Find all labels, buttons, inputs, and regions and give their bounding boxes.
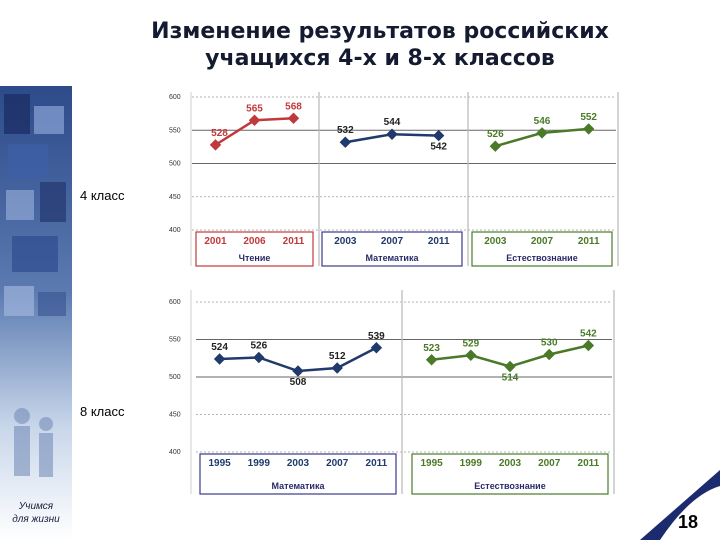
g4-panel-frame xyxy=(195,231,314,267)
g4-data-label: 532 xyxy=(337,125,354,136)
g8-data-point xyxy=(504,360,516,373)
g4-data-label: 552 xyxy=(580,112,597,123)
g8-year-label: 1999 xyxy=(460,458,483,469)
g8-data-point xyxy=(465,349,477,361)
g8-data-label: 512 xyxy=(329,351,346,362)
grade4-label: 4 класс xyxy=(80,188,125,203)
motto-line-2: для жизни xyxy=(12,514,60,525)
g4-panel-name: Чтение xyxy=(239,253,271,263)
g8-year-label: 1995 xyxy=(420,458,443,469)
g8-year-label: 2007 xyxy=(326,458,349,469)
g8-year-label: 1999 xyxy=(248,458,271,469)
g4-panel-name: Естествознание xyxy=(506,253,577,263)
slide-title: Изменение результатов российских учащихс… xyxy=(40,18,720,72)
g4-data-point xyxy=(386,128,398,140)
g8-data-label: 542 xyxy=(580,329,597,340)
g8-data-point xyxy=(292,365,304,377)
g4-data-point xyxy=(209,139,222,151)
g4-year-label: 2007 xyxy=(381,236,404,247)
g4-year-label: 2001 xyxy=(204,236,227,247)
g4-year-label: 2011 xyxy=(578,236,600,247)
g4-year-label: 2003 xyxy=(484,236,507,247)
g8-data-label: 530 xyxy=(541,338,558,349)
g8-y-tick-label: 600 xyxy=(169,299,181,306)
g4-data-point xyxy=(339,136,352,148)
g4-data-label: 565 xyxy=(246,103,263,114)
g4-y-tick-label: 500 xyxy=(169,161,181,168)
sidebar-collage-image xyxy=(0,86,72,540)
g8-year-label: 2011 xyxy=(366,458,388,469)
g8-year-label: 2003 xyxy=(499,458,522,469)
page-number: 18 xyxy=(678,512,699,532)
g4-data-label: 526 xyxy=(487,129,504,140)
g8-data-point xyxy=(425,354,438,366)
g4-data-point xyxy=(582,123,595,135)
g8-data-label: 514 xyxy=(502,373,519,384)
g8-data-label: 523 xyxy=(423,343,440,354)
grade4-chart: 600 550 500 450 400 2001 2006 2011 Чтение 528 565 5… xyxy=(169,92,619,267)
g8-y-tick-label: 400 xyxy=(169,449,181,456)
grade8-label: 8 класс xyxy=(80,404,125,419)
g4-data-label: 546 xyxy=(534,116,551,127)
g4-data-label: 542 xyxy=(430,142,447,153)
g8-data-label: 539 xyxy=(368,331,385,342)
g8-data-point xyxy=(331,362,343,374)
g4-year-label: 2011 xyxy=(283,236,305,247)
g4-data-point xyxy=(287,112,300,124)
g8-y-tick-label: 450 xyxy=(169,412,181,419)
g8-data-point xyxy=(543,348,555,361)
g8-data-label: 526 xyxy=(250,341,267,352)
g8-year-label: 2007 xyxy=(538,458,561,469)
g4-year-label: 2003 xyxy=(334,236,357,247)
g8-data-point xyxy=(213,353,226,365)
title-line-2: учащихся 4-х и 8-х классов xyxy=(205,46,555,71)
g8-data-label: 524 xyxy=(211,342,228,353)
g8-panel-name: Естествознание xyxy=(474,481,545,491)
g4-year-label: 2006 xyxy=(243,236,266,247)
g8-data-point xyxy=(370,342,383,354)
g4-year-label: 2011 xyxy=(428,236,450,247)
g4-data-label: 528 xyxy=(211,128,228,139)
g8-panel-name: Математика xyxy=(272,481,326,491)
g4-panel-frame xyxy=(471,231,613,267)
g8-panel-frame xyxy=(411,453,609,495)
g8-data-label: 529 xyxy=(462,338,479,349)
g8-year-label: 2003 xyxy=(287,458,310,469)
g4-y-tick-label: 400 xyxy=(169,227,181,234)
g4-panel-frame xyxy=(321,231,463,267)
grade8-chart: 600 550 500 450 400 1995 1999 2003 2007 2011 Матем… xyxy=(169,290,615,495)
g4-y-tick-label: 600 xyxy=(169,94,181,101)
g8-y-tick-label: 550 xyxy=(169,337,181,344)
sidebar-artwork xyxy=(0,86,72,540)
g4-data-point xyxy=(489,140,502,152)
g8-year-label: 1995 xyxy=(208,458,231,469)
g4-data-label: 544 xyxy=(384,117,401,128)
g8-panel-frame xyxy=(199,453,397,495)
g4-year-label: 2007 xyxy=(531,236,554,247)
g4-data-point xyxy=(432,129,445,142)
g8-year-label: 2011 xyxy=(578,458,600,469)
motto: Учимся для жизни xyxy=(2,500,70,526)
g4-data-point xyxy=(536,127,548,139)
g4-data-label: 568 xyxy=(285,101,302,112)
g4-y-tick-label: 550 xyxy=(169,127,181,134)
title-line-1: Изменение результатов российских xyxy=(151,19,609,44)
g4-y-tick-label: 450 xyxy=(169,194,181,201)
g4-panel-name: Математика xyxy=(366,253,420,263)
g8-y-tick-label: 500 xyxy=(169,374,181,381)
g8-data-label: 508 xyxy=(290,377,307,388)
g8-data-point xyxy=(253,351,265,364)
g8-data-point xyxy=(582,339,595,352)
motto-line-1: Учимся xyxy=(18,501,54,512)
corner-ribbon-inner xyxy=(660,486,720,540)
g4-data-point xyxy=(248,114,261,126)
